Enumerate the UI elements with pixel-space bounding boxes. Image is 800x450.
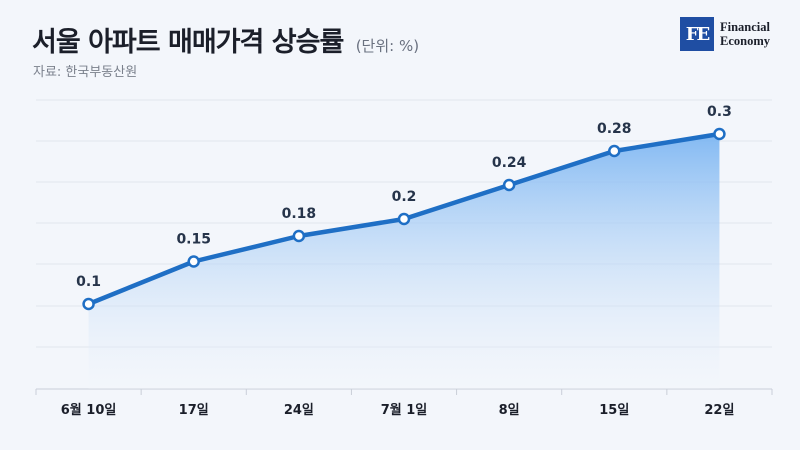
data-label: 0.28 xyxy=(597,121,632,137)
logo: FE Financial Economy xyxy=(680,17,770,51)
chart-title: 서울 아파트 매매가격 상승률 (단위: %) xyxy=(32,20,419,59)
x-tick-label: 8일 xyxy=(499,403,520,418)
logo-mark: FE xyxy=(680,17,714,51)
data-point xyxy=(292,229,306,243)
series-area xyxy=(88,134,720,389)
logo-line-1: Financial xyxy=(720,20,771,34)
data-label: 0.18 xyxy=(282,206,317,222)
data-point xyxy=(608,144,621,158)
data-label: 0.24 xyxy=(492,155,527,171)
data-point xyxy=(82,297,95,311)
data-point xyxy=(187,255,200,268)
x-tick-label: 7월 1일 xyxy=(381,402,428,418)
x-tick-label: 6월 10일 xyxy=(61,402,117,418)
chart-title-text: 서울 아파트 매매가격 상승률 xyxy=(32,27,344,58)
unit-label: (단위: %) xyxy=(355,37,420,55)
source-label: 자료: 한국부동산원 xyxy=(33,65,138,80)
data-point xyxy=(502,178,516,192)
data-label: 0.15 xyxy=(176,232,211,248)
data-label: 0.3 xyxy=(707,104,732,120)
x-tick-label: 17일 xyxy=(179,403,209,418)
logo-text: Financial Economy xyxy=(720,20,770,48)
x-tick-label: 22일 xyxy=(704,403,734,418)
data-point xyxy=(397,212,411,226)
data-label: 0.2 xyxy=(392,189,417,205)
x-tick-label: 24일 xyxy=(284,403,314,418)
logo-line-2: Economy xyxy=(720,34,770,48)
x-tick-label: 15일 xyxy=(599,403,629,418)
data-point xyxy=(713,127,726,141)
data-label: 0.1 xyxy=(76,274,101,290)
